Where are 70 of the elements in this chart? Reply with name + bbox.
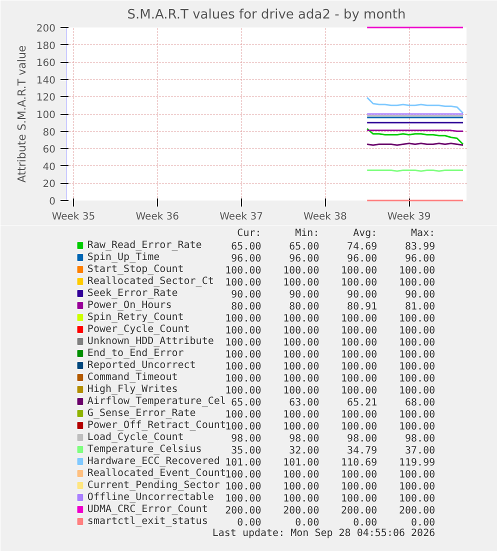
text: 98.00 98.00 98.00 98.00 [231, 434, 436, 444]
x-tick-label: Week 37 [220, 212, 263, 222]
text: 100.00 100.00 100.00 100.00 [225, 494, 436, 504]
chart-title: S.M.A.R.T values for drive ada2 - by month [127, 8, 406, 22]
y-tick-label: 140 [36, 75, 56, 86]
text: 35.00 32.00 34.79 37.00 [231, 446, 436, 456]
y-tick-label: 0 [49, 196, 56, 208]
y-tick-label: 120 [36, 92, 56, 104]
text: 100.00 100.00 100.00 100.00 [225, 326, 436, 336]
legend-label: Reallocated_Sector_Ct [87, 276, 214, 287]
line-series [366, 128, 464, 146]
text: 65.00 65.00 74.69 83.99 [231, 242, 436, 252]
text: 0.00 0.00 0.00 0.00 [237, 518, 436, 528]
legend-label: End_to_End_Error [87, 348, 184, 359]
text: 100.00 100.00 100.00 100.00 [225, 470, 436, 480]
text: 96.00 96.00 96.00 96.00 [231, 254, 436, 264]
legend-label: Offline_Uncorrectable [87, 492, 214, 503]
text: 100.00 100.00 100.00 100.00 [225, 422, 436, 432]
text: 100.00 100.00 100.00 100.00 [225, 278, 436, 288]
y-tick-label: 100 [36, 110, 56, 121]
legend-label: Seek_Error_Rate [87, 288, 178, 299]
legend-label: smartctl_exit_status [87, 516, 208, 527]
text: 100.00 100.00 100.00 100.00 [225, 314, 436, 324]
text: 100.00 100.00 100.00 100.00 [225, 386, 436, 396]
y-tick-label: 40 [42, 162, 56, 173]
y-tick-label: 20 [42, 179, 56, 190]
text: 80.00 80.00 80.91 81.00 [231, 302, 436, 312]
legend-label: Power_On_Hours [87, 300, 172, 311]
y-tick-label: 180 [36, 40, 56, 52]
legend-label: Spin_Up_Time [87, 252, 160, 263]
text: 101.00 101.00 110.69 119.99 [225, 458, 436, 468]
y-axis-title: Attribute S.M.A.R.T value [15, 45, 28, 183]
text: 200.00 200.00 200.00 200.00 [225, 506, 436, 516]
legend-label: Command_Timeout [87, 372, 178, 383]
legend-label: Start_Stop_Count [87, 264, 184, 275]
legend-label: G_Sense_Error_Rate [87, 408, 196, 419]
legend-label: Reported_Uncorrect [87, 360, 196, 371]
text: 100.00 100.00 100.00 100.00 [225, 362, 436, 372]
text: 90.00 90.00 90.00 90.00 [231, 290, 436, 300]
text: 65.00 63.00 65.21 68.00 [231, 398, 436, 408]
text: 100.00 100.00 100.00 100.00 [225, 266, 436, 276]
line-series [366, 96, 464, 114]
legend-label: Airflow_Temperature_Cel [87, 396, 226, 407]
y-tick-label: 200 [36, 24, 56, 34]
legend-label: Raw_Read_Error_Rate [87, 240, 202, 251]
text: Cur: Min: Avg: Max: [237, 228, 436, 239]
text: 100.00 100.00 100.00 100.00 [225, 410, 436, 420]
legend-label: High_Fly_Writes [87, 384, 178, 395]
legend-label: Reallocated_Event_Count [87, 468, 226, 479]
y-tick-label: 80 [42, 127, 56, 138]
legend-label: Power_Cycle_Count [87, 324, 190, 335]
y-tick-label: 160 [36, 58, 56, 70]
text: Last update: Mon Sep 28 04:55:06 2026 [212, 528, 436, 539]
x-tick-label: Week 39 [387, 212, 431, 222]
x-tick-label: Week 35 [52, 212, 96, 222]
legend-label: UDMA_CRC_Error_Count [87, 504, 208, 515]
legend-label: Hardware_ECC_Recovered [87, 456, 220, 467]
y-tick-label: 60 [42, 144, 56, 156]
text: 100.00 100.00 100.00 100.00 [225, 350, 436, 360]
x-tick-label: Week 36 [136, 212, 180, 222]
legend-label: Spin_Retry_Count [87, 312, 184, 323]
legend-label: Current_Pending_Sector [87, 480, 220, 491]
text: 100.00 100.00 100.00 100.00 [225, 338, 436, 348]
text: 100.00 100.00 100.00 100.00 [225, 374, 436, 384]
legend-label: Temperature_Celsius [87, 444, 202, 455]
legend-label: Load_Cycle_Count [87, 432, 184, 443]
legend-label: Power_Off_Retract_Count [87, 420, 226, 431]
legend-label: Unknown_HDD_Attribute [87, 336, 214, 347]
x-tick-label: Week 38 [304, 212, 347, 222]
text: 100.00 100.00 100.00 100.00 [225, 482, 436, 492]
